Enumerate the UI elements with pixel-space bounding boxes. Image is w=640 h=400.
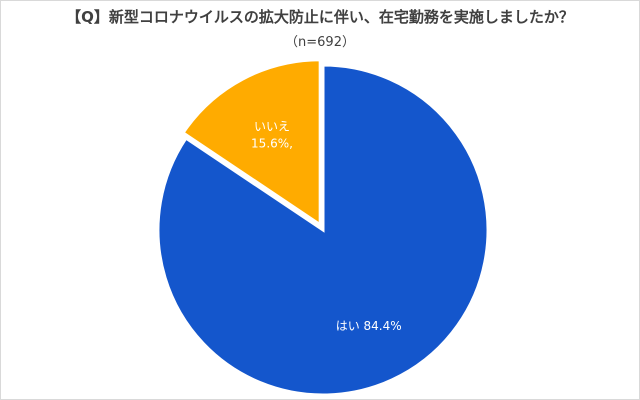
pie-slice-yes xyxy=(156,63,490,397)
chart-subtitle: （n=692） xyxy=(285,35,355,50)
pie-slice-no xyxy=(181,58,322,228)
slice-label-no-value: 15.6%, xyxy=(251,136,293,150)
chart-title: 【Q】新型コロナウイルスの拡大防止に伴い、在宅勤務を実施しましたか？ xyxy=(66,8,574,26)
slice-label-no-category: いいえ xyxy=(254,119,290,133)
slice-label-yes: はい 84.4% xyxy=(336,319,402,333)
